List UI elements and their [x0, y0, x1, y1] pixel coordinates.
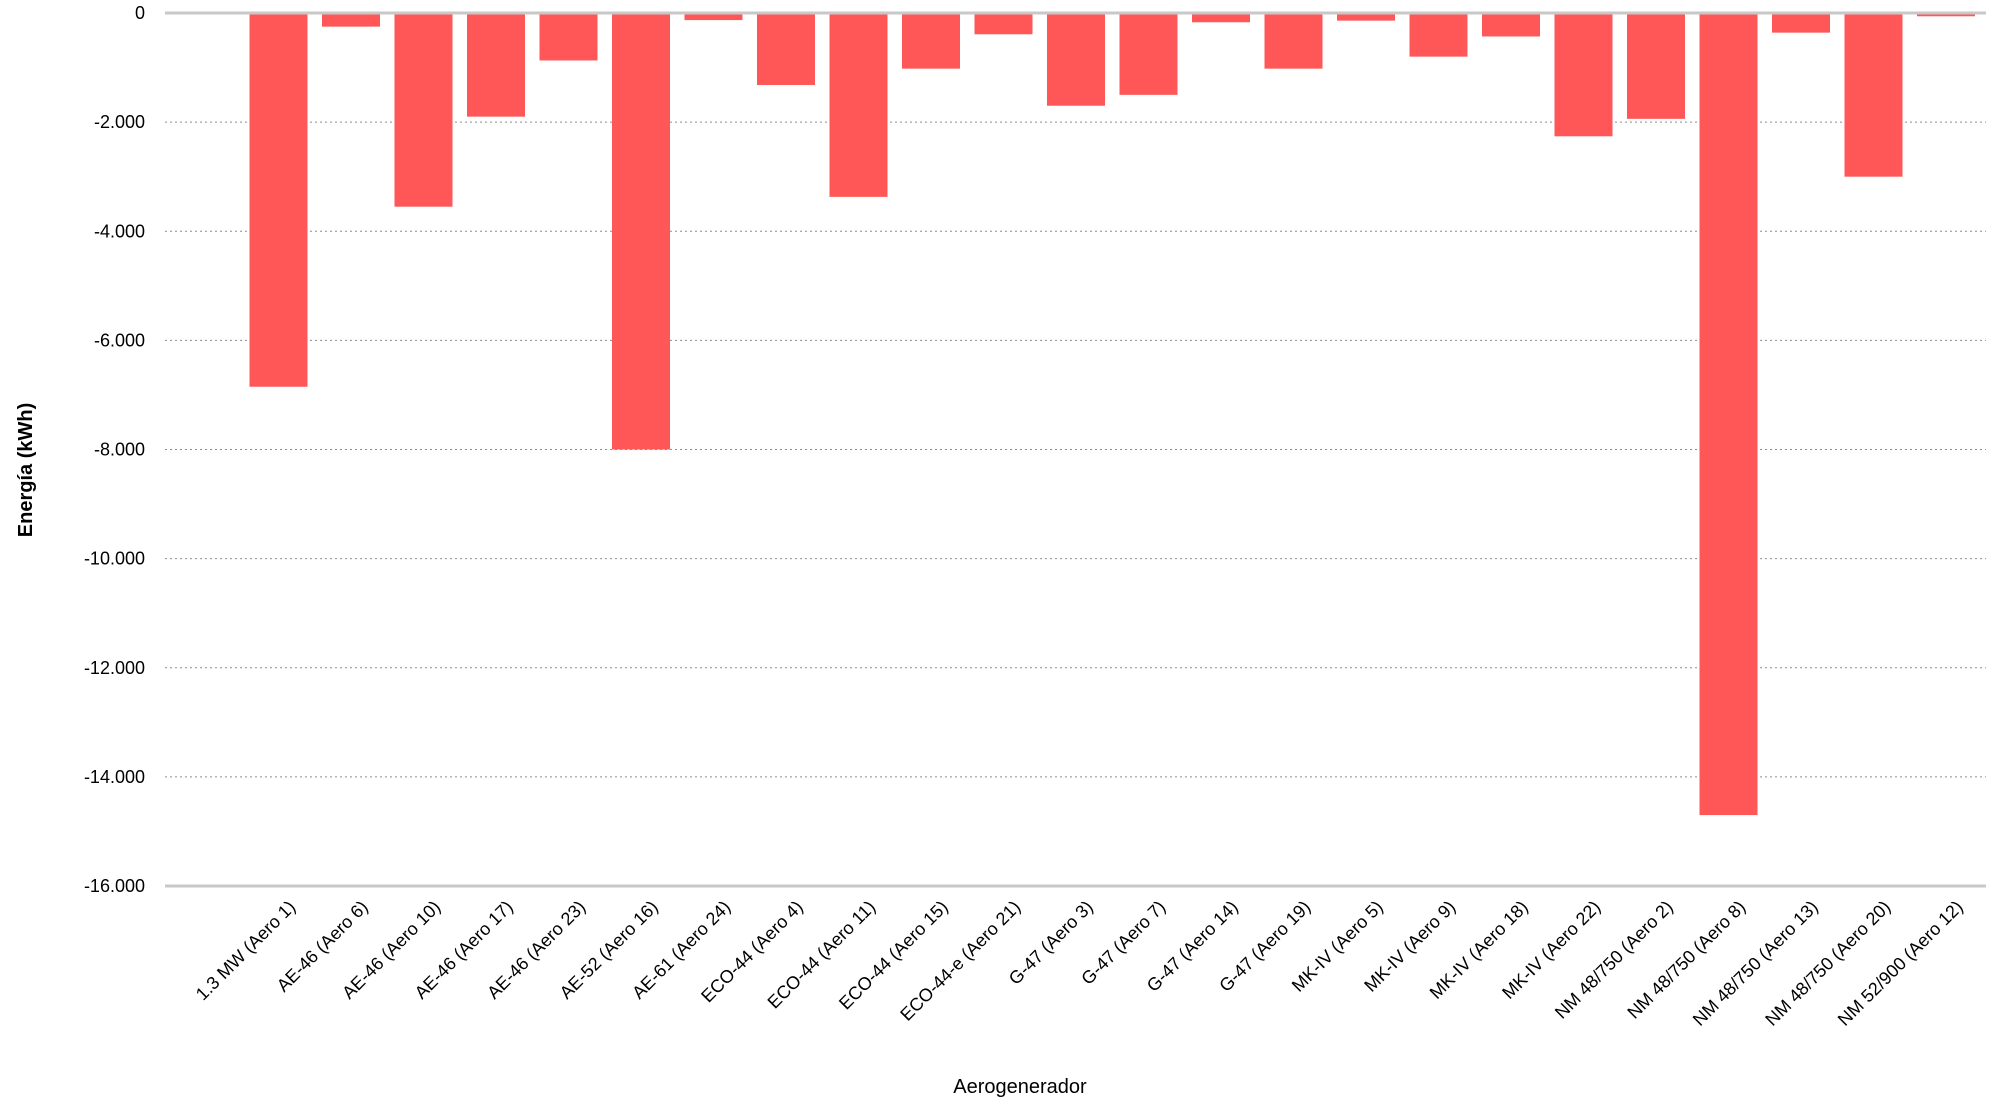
- bar: [1699, 13, 1758, 816]
- y-tick-label: -12.000: [84, 658, 145, 678]
- x-tick-labels: 1.3 MW (Aero 1)AE-46 (Aero 6)AE-46 (Aero…: [192, 897, 1967, 1030]
- bar: [394, 13, 453, 207]
- bar: [249, 13, 308, 387]
- bar: [1047, 13, 1105, 106]
- bar: [1192, 13, 1250, 23]
- x-tick-label: NM 48/750 (Aero 8): [1623, 897, 1749, 1023]
- x-tick-label: NM 48/750 (Aero 20): [1761, 897, 1894, 1030]
- y-tick-label: -4.000: [94, 221, 145, 241]
- bars: [249, 13, 1975, 816]
- bar: [757, 13, 815, 86]
- bar: [829, 13, 888, 197]
- bar: [612, 13, 670, 450]
- x-tick-label: NM 48/750 (Aero 2): [1551, 897, 1677, 1023]
- bar: [1844, 13, 1903, 177]
- bar: [1409, 13, 1468, 57]
- y-axis-title: Energía (kWh): [15, 403, 37, 537]
- x-tick-label: NM 48/750 (Aero 13): [1689, 897, 1822, 1030]
- bar: [1119, 13, 1178, 95]
- y-tick-label: 0: [135, 3, 145, 23]
- bar: [974, 13, 1033, 35]
- bar: [467, 13, 525, 117]
- x-tick-label: NM 52/900 (Aero 12): [1834, 897, 1967, 1030]
- x-axis-title: Aerogenerador: [953, 1076, 1087, 1098]
- bar: [1482, 13, 1540, 37]
- y-tick-label: -8.000: [94, 440, 145, 460]
- y-tick-label: -6.000: [94, 330, 145, 350]
- bar: [902, 13, 960, 69]
- bar: [322, 13, 380, 27]
- bar: [1772, 13, 1830, 33]
- y-tick-label: -2.000: [94, 112, 145, 132]
- axes: [165, 11, 1986, 888]
- y-tick-label: -10.000: [84, 549, 145, 569]
- y-tick-labels: 0 -2.000 -4.000 -6.000 -8.000 -10.000 -12.000 -…: [84, 3, 145, 896]
- bar: [539, 13, 598, 61]
- bar: [1337, 13, 1395, 21]
- bar: [1627, 13, 1685, 119]
- bar: [1917, 13, 1975, 17]
- bar: [1554, 13, 1613, 137]
- bar: [1264, 13, 1323, 69]
- y-tick-label: -14.000: [84, 767, 145, 787]
- gridlines: [165, 121, 1986, 778]
- bar: [684, 13, 743, 21]
- x-tick-label: ECO-44-e (Aero 21): [896, 897, 1024, 1025]
- y-tick-label: -16.000: [84, 876, 145, 896]
